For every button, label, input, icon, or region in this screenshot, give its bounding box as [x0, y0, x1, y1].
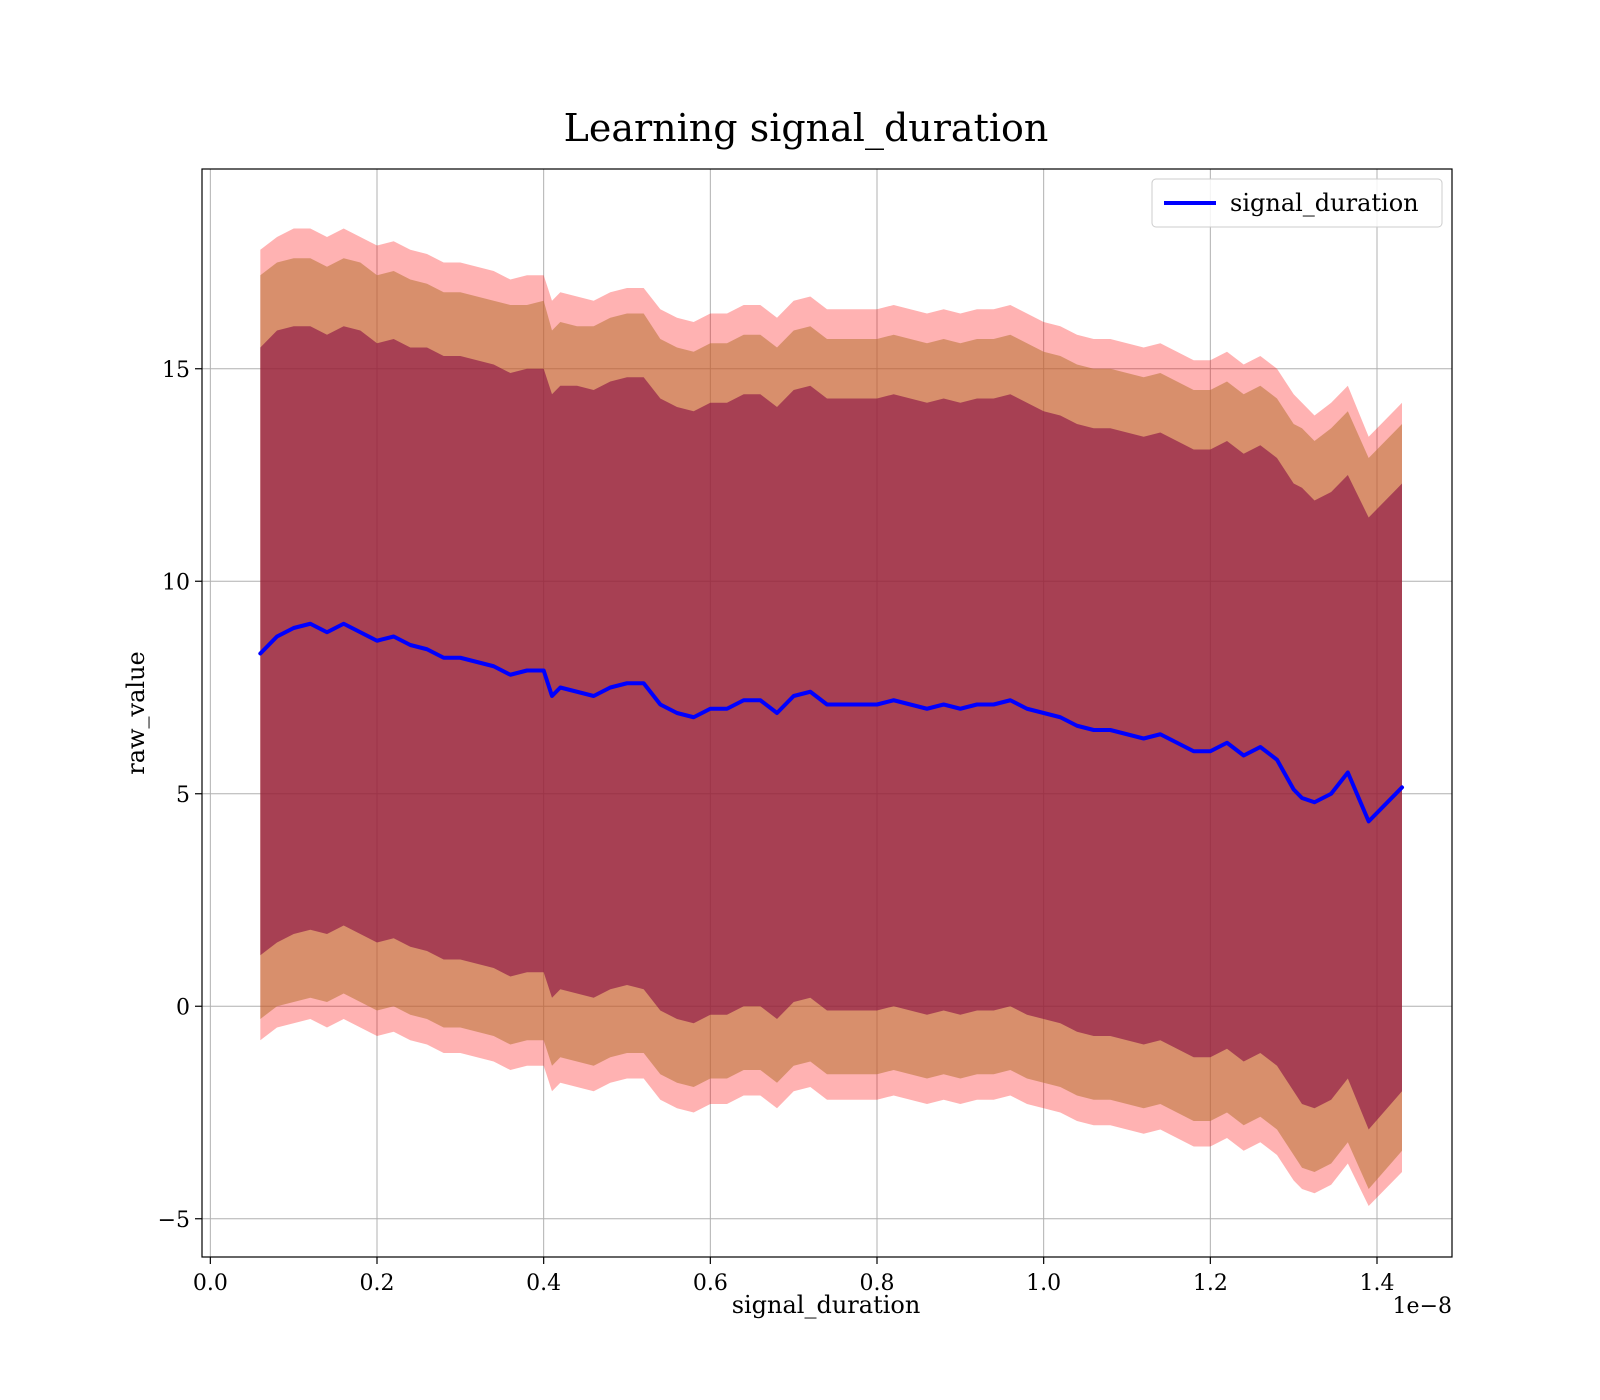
x-tick-label: 0.0 [193, 1271, 228, 1296]
y-axis-ticks: −5 0 5 10 15 [158, 358, 202, 1233]
x-axis-offset-label: 1e−8 [1393, 1294, 1452, 1319]
y-tick-label: 0 [176, 995, 190, 1020]
series-line-signal-duration [258, 621, 1404, 824]
y-tick-label: 15 [162, 358, 190, 383]
x-tick-label: 1.0 [1026, 1271, 1061, 1296]
x-tick-label: 0.8 [860, 1271, 895, 1296]
y-axis-label: raw_value [122, 651, 150, 775]
x-tick-label: 0.6 [693, 1271, 728, 1296]
chart-title: Learning signal_duration [564, 106, 1049, 151]
x-axis-ticks: 0.0 0.2 0.4 0.6 0.8 1.0 1.2 1.4 [193, 1257, 1395, 1296]
legend: signal_duration [1151, 178, 1443, 228]
series-lines [258, 621, 1404, 824]
legend-box [1151, 178, 1443, 228]
legend-label-signal-duration: signal_duration [1230, 189, 1419, 217]
y-tick-label: 5 [176, 783, 190, 808]
x-axis-label: signal_duration [732, 1291, 921, 1319]
band-1-sigma [260, 326, 1403, 1130]
x-tick-label: 1.4 [1360, 1271, 1395, 1296]
plot-frame [201, 168, 1453, 1258]
y-tick-label: 10 [162, 570, 190, 595]
x-tick-label: 1.2 [1193, 1271, 1228, 1296]
x-tick-label: 0.4 [526, 1271, 561, 1296]
x-tick-label: 0.2 [360, 1271, 395, 1296]
confidence-bands [260, 228, 1403, 1206]
y-tick-label: −5 [158, 1208, 190, 1233]
